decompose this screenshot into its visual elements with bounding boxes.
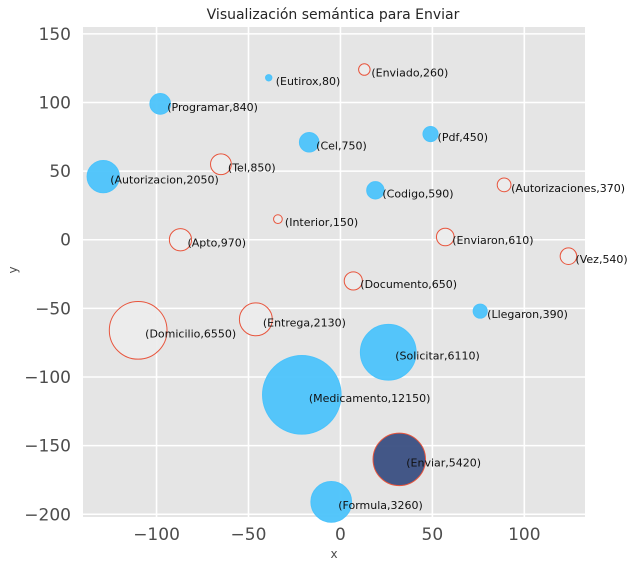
bubble-point <box>422 125 439 143</box>
bubble-point <box>359 323 417 381</box>
x-tick-label: 50 <box>422 525 444 545</box>
bubble-point <box>238 302 273 337</box>
bubble-label: (Apto,970) <box>187 237 246 250</box>
y-tick-label: 150 <box>39 25 71 45</box>
bubble-point <box>358 63 371 76</box>
bubble-label: (Llegaron,390) <box>487 308 568 321</box>
bubble-point <box>86 159 120 194</box>
bubble-point <box>559 247 578 265</box>
bubble-point <box>108 300 168 360</box>
bubble-label: (Pdf,450) <box>438 131 489 144</box>
bubble-label: (Tel,850) <box>228 161 276 174</box>
bubble-label: (Enviaron,610) <box>452 234 533 247</box>
bubble-point <box>372 432 427 487</box>
bubble-label: (Enviar,5420) <box>406 456 481 469</box>
bubble-label: (Programar,840) <box>167 101 258 114</box>
y-tick-label: 0 <box>60 231 71 251</box>
bubble-label: (Solicitar,6110) <box>395 349 480 362</box>
bubble-point <box>298 132 320 153</box>
bubble-point <box>435 227 455 247</box>
x-tick-label: 0 <box>335 525 346 545</box>
bubble-label: (Vez,540) <box>575 253 627 266</box>
bubble-point <box>149 93 172 115</box>
bubble-point <box>262 355 342 435</box>
bubble-labels: (Eutirox,80) (Enviado,260) (Programar,840)… <box>110 67 628 512</box>
x-tick-label: 100 <box>508 525 540 545</box>
grid-lines <box>83 27 585 517</box>
y-tick-label: 100 <box>39 93 71 113</box>
bubble-point <box>366 181 385 200</box>
bubble-point <box>168 228 193 252</box>
chart-title: Visualización semántica para Enviar <box>207 7 460 23</box>
y-axis-label: y <box>6 266 20 273</box>
bubble-point <box>343 271 363 291</box>
bubble-label: (Domicilio,6550) <box>145 327 236 340</box>
bubble-label: (Documento,650) <box>360 278 457 291</box>
bubble-point <box>472 303 488 319</box>
bubble-label: (Cel,750) <box>316 139 367 152</box>
y-tick-label: 50 <box>49 162 71 182</box>
y-tick-label: −200 <box>24 505 71 525</box>
bubble-point <box>310 481 353 523</box>
bubble-label: (Autorizacion,2050) <box>110 174 219 187</box>
y-tick-label: −50 <box>35 299 71 319</box>
axis-ticks: −100 −50 0 50 100 −200 −150 −100 −50 0 50 100 150 <box>24 25 540 545</box>
bubble-label: (Autorizaciones,370) <box>511 182 625 195</box>
bubble-point <box>265 74 273 82</box>
bubble-label: (Entrega,2130) <box>263 316 346 329</box>
y-tick-label: −150 <box>24 437 71 457</box>
bubble-point <box>496 177 512 193</box>
bubble-label: (Codigo,590) <box>382 187 453 200</box>
y-tick-label: −100 <box>24 368 71 388</box>
bubble-point <box>210 153 232 176</box>
bubble-layer <box>86 63 578 523</box>
bubble-label: (Enviado,260) <box>371 67 448 80</box>
bubble-label: (Interior,150) <box>285 216 358 229</box>
bubble-label: (Eutirox,80) <box>276 75 341 88</box>
x-tick-label: −100 <box>133 525 180 545</box>
bubble-point <box>273 214 283 225</box>
x-axis-label: x <box>330 547 337 561</box>
bubble-label: (Medicamento,12150) <box>309 392 431 405</box>
bubble-label: (Formula,3260) <box>338 499 423 512</box>
x-tick-label: −50 <box>231 525 267 545</box>
